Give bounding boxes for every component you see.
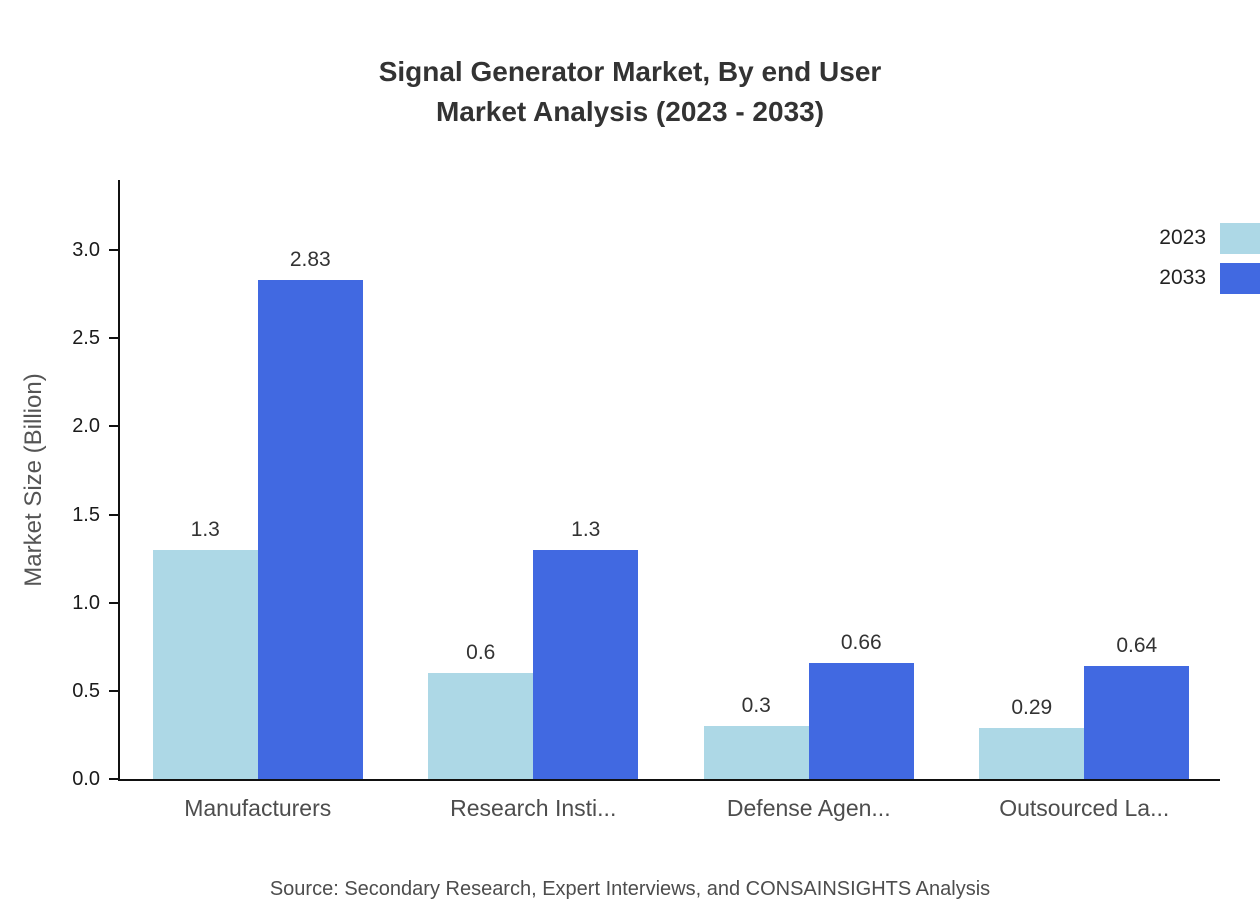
y-tick-mark <box>109 689 118 692</box>
legend: 2023 2033 <box>1159 218 1260 298</box>
bar-value-label: 1.3 <box>190 517 220 541</box>
bar-value-label: 0.66 <box>840 630 882 654</box>
legend-label: 2023 <box>1159 226 1206 249</box>
y-tick-mark <box>109 778 118 780</box>
bar-value-label: 0.29 <box>1011 695 1053 719</box>
bar-2023-0 <box>152 549 258 779</box>
y-tick-label: 0.0 <box>72 768 100 790</box>
bar-value-label: 0.6 <box>466 641 496 665</box>
bar-value-label: 0.3 <box>741 694 771 718</box>
legend-swatch <box>1220 262 1260 294</box>
y-tick-mark <box>109 337 118 340</box>
x-axis-category-label: Research Insti... <box>450 795 617 821</box>
chart-title-line2: Market Analysis (2023 - 2033) <box>435 96 825 127</box>
bar-2023-3 <box>979 727 1085 779</box>
y-tick-label: 3.0 <box>72 239 100 261</box>
y-tick-label: 0.5 <box>72 679 100 702</box>
y-axis-label: Market Size (Billion) <box>20 373 47 587</box>
x-axis-category-label: Outsourced La... <box>999 795 1170 821</box>
y-tick-mark <box>109 425 118 428</box>
legend-item-2023: 2023 <box>1159 218 1260 258</box>
chart-title-line1: Signal Generator Market, By end User <box>378 56 882 87</box>
chart-title: Signal Generator Market, By end User Mar… <box>0 52 1260 132</box>
y-tick-label: 2.5 <box>72 327 100 350</box>
y-tick-mark <box>109 601 118 604</box>
plot-area: 0.0 0.5 1.0 1.5 2.0 2.5 3.0 1.3 2.83 0.6 1.3 0.3 0.… <box>72 180 1220 821</box>
bar-2033-1 <box>533 549 639 779</box>
legend-swatch <box>1220 222 1260 254</box>
bar-2023-1 <box>428 673 534 779</box>
source-text: Source: Secondary Research, Expert Inter… <box>269 878 991 900</box>
y-tick-label: 1.0 <box>72 591 100 614</box>
bar-2033-3 <box>1084 666 1190 779</box>
x-axis-category-label: Manufacturers <box>184 795 332 821</box>
bar-value-label: 2.83 <box>289 247 331 271</box>
legend-label: 2033 <box>1159 266 1206 289</box>
bar-2033-0 <box>257 279 363 779</box>
y-tick-label: 2.0 <box>72 415 100 438</box>
x-axis-category-label: Defense Agen... <box>726 795 891 821</box>
bar-value-label: 1.3 <box>571 517 601 541</box>
bar-2023-2 <box>703 726 809 779</box>
y-tick-mark <box>109 249 118 251</box>
y-tick-label: 1.5 <box>72 503 100 526</box>
legend-item-2033: 2033 <box>1159 258 1260 298</box>
bar-value-label: 0.64 <box>1116 634 1158 658</box>
bar-2033-2 <box>808 662 914 779</box>
y-tick-mark <box>109 513 118 516</box>
